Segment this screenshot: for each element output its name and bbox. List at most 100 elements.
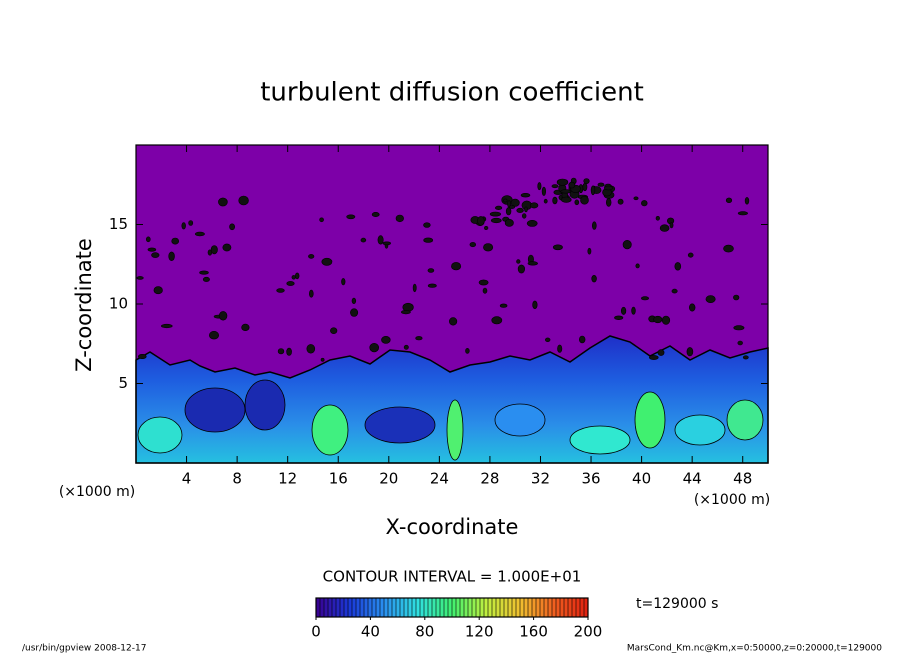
x-tick-label: 48	[733, 470, 752, 488]
eddy	[669, 222, 674, 229]
eddy	[423, 222, 431, 228]
eddy	[218, 197, 228, 207]
eddy	[350, 308, 359, 317]
eddy	[427, 268, 435, 273]
colorbar-stripe	[352, 598, 357, 617]
eddy	[705, 295, 716, 303]
eddy	[308, 254, 315, 259]
eddy	[412, 283, 417, 293]
colorbar-stripe	[548, 598, 553, 617]
eddy	[725, 197, 733, 204]
x-tick-label: 44	[683, 470, 702, 488]
eddy	[622, 240, 632, 250]
eddy	[543, 198, 548, 204]
eddy	[321, 257, 333, 266]
eddy	[640, 296, 649, 301]
colorbar-stripe	[560, 598, 565, 617]
colorbar-stripe	[324, 598, 329, 617]
field-blob	[726, 399, 764, 441]
eddy	[617, 198, 624, 205]
x-tick-label: 32	[531, 470, 550, 488]
x-tick-label: 36	[581, 470, 600, 488]
eddy	[503, 198, 508, 203]
eddy	[490, 217, 502, 224]
colorbar-tick-label: 160	[519, 623, 548, 641]
field-blob	[634, 391, 666, 449]
time-label: t=129000 s	[636, 596, 718, 612]
eddy	[341, 278, 346, 286]
eddy	[351, 297, 357, 305]
x-tick-label: 12	[278, 470, 297, 488]
eddy	[489, 211, 502, 217]
y-axis-label: Z-coordinate	[72, 238, 96, 372]
eddy	[382, 241, 391, 246]
colorbar-tick-label: 200	[574, 623, 603, 641]
colorbar-stripe	[540, 598, 545, 617]
footer-left: /usr/bin/gpview 2008-12-17	[22, 644, 146, 654]
eddy	[477, 216, 485, 226]
eddy	[241, 323, 250, 332]
eddy	[330, 327, 338, 335]
colorbar-stripe	[464, 598, 469, 617]
eddy	[582, 182, 588, 192]
colorbar-stripe	[332, 598, 337, 617]
colorbar-frame	[315, 597, 589, 618]
eddy	[360, 237, 367, 243]
eddy	[742, 355, 749, 360]
colorbar-stripe	[432, 598, 437, 617]
eddy	[620, 306, 627, 315]
colorbar-stripe	[376, 598, 381, 617]
eddy	[661, 315, 671, 325]
colorbar-stripe	[468, 598, 473, 617]
eddy	[306, 344, 316, 354]
eddy	[737, 340, 743, 346]
colorbar-stripe	[448, 598, 453, 617]
chart-title: turbulent diffusion coefficient	[260, 78, 644, 108]
eddy	[202, 276, 210, 282]
colorbar-stripe	[340, 598, 345, 617]
eddy	[427, 283, 437, 288]
eddy	[688, 303, 696, 312]
eddy	[544, 337, 551, 342]
eddy	[674, 262, 682, 271]
colorbar-tick-label: 120	[465, 623, 494, 641]
colorbar-stripe	[440, 598, 445, 617]
contour-interval: CONTOUR INTERVAL = 1.000E+01	[323, 568, 582, 586]
colorbar-stripe	[412, 598, 417, 617]
colorbar-stripe	[360, 598, 365, 617]
eddy	[286, 281, 295, 286]
field-blob	[494, 403, 546, 437]
x-tick-label: 20	[379, 470, 398, 488]
eddy	[469, 242, 476, 248]
eddy	[210, 245, 218, 255]
colorbar-stripe	[520, 598, 525, 617]
eddy	[603, 185, 613, 191]
colorbar-stripe	[396, 598, 401, 617]
eddy	[580, 195, 589, 205]
colorbar-stripe	[500, 598, 505, 617]
eddy	[369, 343, 380, 353]
eddy	[516, 207, 524, 213]
colorbar-stripe	[496, 598, 501, 617]
colorbar-stripe	[524, 598, 529, 617]
eddy	[168, 251, 175, 261]
eddy	[520, 193, 531, 198]
eddy	[744, 197, 750, 205]
colorbar-stripe	[384, 598, 389, 617]
eddy	[465, 347, 470, 354]
eddy	[590, 185, 596, 196]
eddy	[188, 220, 194, 226]
eddy	[614, 315, 624, 320]
colorbar-stripe	[444, 598, 449, 617]
eddy	[587, 247, 592, 255]
eddy	[161, 323, 173, 329]
eddy	[499, 303, 508, 308]
colorbar-stripe	[536, 598, 541, 617]
colorbar-stripe	[552, 598, 557, 617]
colorbar-stripe	[356, 598, 361, 617]
eddy	[578, 335, 586, 344]
eddy	[583, 178, 590, 184]
field-blob	[446, 399, 464, 461]
eddy	[478, 279, 489, 286]
